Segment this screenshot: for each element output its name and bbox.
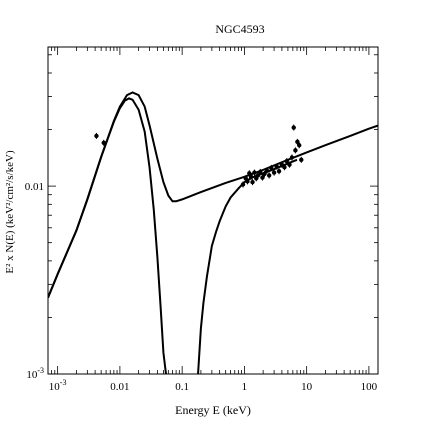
data-point <box>299 157 304 163</box>
data-point <box>101 140 106 146</box>
data-point <box>94 133 99 139</box>
data-point <box>282 165 287 170</box>
x-tick-label: 1 <box>242 381 248 393</box>
model-curve-0 <box>48 91 378 298</box>
data-point <box>247 171 252 176</box>
model-curve-1 <box>48 97 167 374</box>
data-point <box>274 164 279 169</box>
data-point <box>297 143 302 148</box>
data-point <box>289 155 295 160</box>
data-point <box>262 171 267 177</box>
data-point <box>271 170 277 175</box>
data-point <box>264 168 270 173</box>
data-point <box>295 139 300 145</box>
x-tick-label: 100 <box>361 381 378 393</box>
y-tick-label: 0.01 <box>25 181 44 193</box>
data-point <box>260 175 265 180</box>
data-point <box>252 170 257 175</box>
data-point <box>258 169 263 175</box>
x-axis-label: Energy E (keV) <box>175 403 251 417</box>
x-tick-label: 10-3 <box>49 378 67 393</box>
x-tick-label: 0.01 <box>110 381 129 393</box>
y-tick-label: 10-3 <box>26 366 44 381</box>
data-point <box>284 158 290 164</box>
x-tick-label: 10 <box>301 381 313 393</box>
data-point <box>287 162 292 167</box>
data-point <box>250 179 255 185</box>
model-curve-2 <box>197 158 298 374</box>
data-point <box>245 179 250 184</box>
data-point <box>291 125 296 130</box>
data-point <box>269 165 274 171</box>
data-point <box>240 182 246 187</box>
data-point <box>266 173 272 178</box>
plot-frame <box>47 46 379 375</box>
data-point <box>255 173 261 178</box>
data-point <box>248 174 254 180</box>
data-point <box>276 169 282 174</box>
chart-title: NGC4593 <box>215 22 264 36</box>
plot-area: 10-3 0.01 0.1 1 10 100 10-3 0.01 <box>25 46 379 393</box>
data-point <box>293 148 298 153</box>
x-tick-label: 0.1 <box>175 381 189 393</box>
y-axis-label: E² x N(E) (keV²/cm²/s/keV) <box>4 150 16 274</box>
